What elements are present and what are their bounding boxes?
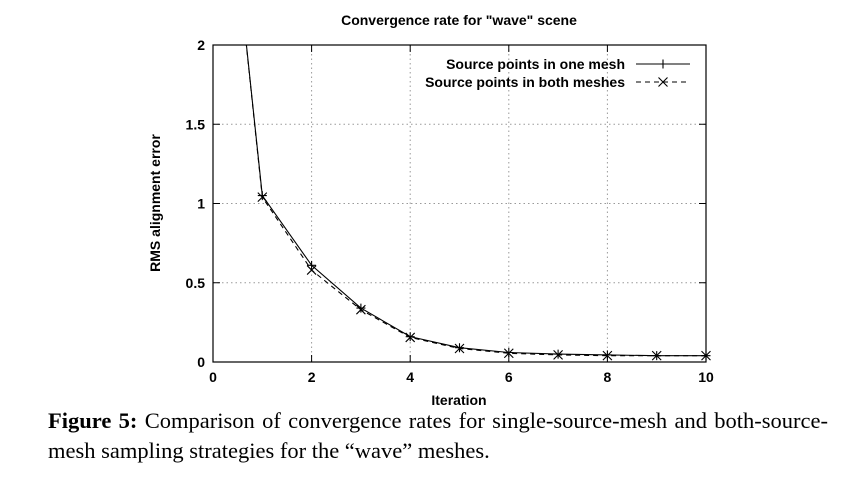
series-line-1 — [245, 45, 706, 357]
data-point-s1 — [455, 343, 464, 353]
x-tick-label: 6 — [505, 369, 513, 385]
caption-label: Figure 5: — [48, 408, 138, 433]
x-tick-label: 0 — [209, 369, 217, 385]
legend-label-1: Source points in one mesh — [446, 56, 625, 72]
y-tick-label: 1 — [197, 196, 205, 212]
y-axis-label: RMS alignment error — [147, 134, 163, 272]
y-tick-label: 0 — [197, 354, 205, 370]
data-point-s1 — [553, 349, 563, 359]
series-line-2 — [245, 45, 706, 357]
data-point-s1 — [405, 332, 415, 342]
data-point-s1 — [504, 347, 514, 357]
data-point-s2 — [356, 304, 366, 315]
grid — [213, 45, 706, 362]
data-point-s2 — [306, 265, 317, 275]
chart-title: Convergence rate for "wave" scene — [341, 12, 577, 28]
chart: Convergence rate for "wave" scene 0 0.5 1 1… — [147, 12, 714, 405]
legend-label-2: Source points in both meshes — [425, 74, 625, 90]
series-layer — [245, 45, 706, 357]
data-point-s2 — [405, 332, 416, 343]
data-point-s2 — [257, 192, 268, 203]
x-tick-label: 4 — [406, 369, 414, 385]
legend: Source points in one mesh Source points i… — [425, 56, 690, 90]
legend-marker-1 — [658, 59, 668, 69]
data-point-s1 — [356, 303, 366, 313]
data-point-s1 — [307, 260, 317, 270]
x-axis-label: Iteration — [431, 392, 486, 405]
ticks: 0 0.5 1 1.5 2 0 2 4 6 8 10 — [186, 37, 714, 385]
figure-caption: Figure 5: Comparison of convergence rate… — [48, 406, 828, 466]
data-point-s2 — [701, 350, 711, 361]
y-tick-label: 2 — [197, 37, 205, 53]
markers-layer — [257, 191, 711, 361]
data-point-s2 — [553, 349, 563, 360]
x-tick-label: 10 — [698, 369, 714, 385]
data-point-s1 — [257, 191, 267, 201]
y-tick-label: 1.5 — [186, 116, 206, 132]
legend-marker-2 — [658, 77, 668, 87]
caption-text: Comparison of convergence rates for sing… — [48, 408, 829, 463]
data-point-s1 — [602, 350, 612, 360]
x-tick-label: 8 — [604, 369, 612, 385]
data-point-s2 — [651, 350, 662, 361]
data-point-s2 — [602, 350, 613, 361]
y-tick-label: 0.5 — [186, 275, 206, 291]
data-point-s2 — [454, 343, 465, 354]
data-point-s2 — [503, 348, 514, 359]
x-tick-label: 2 — [308, 369, 316, 385]
